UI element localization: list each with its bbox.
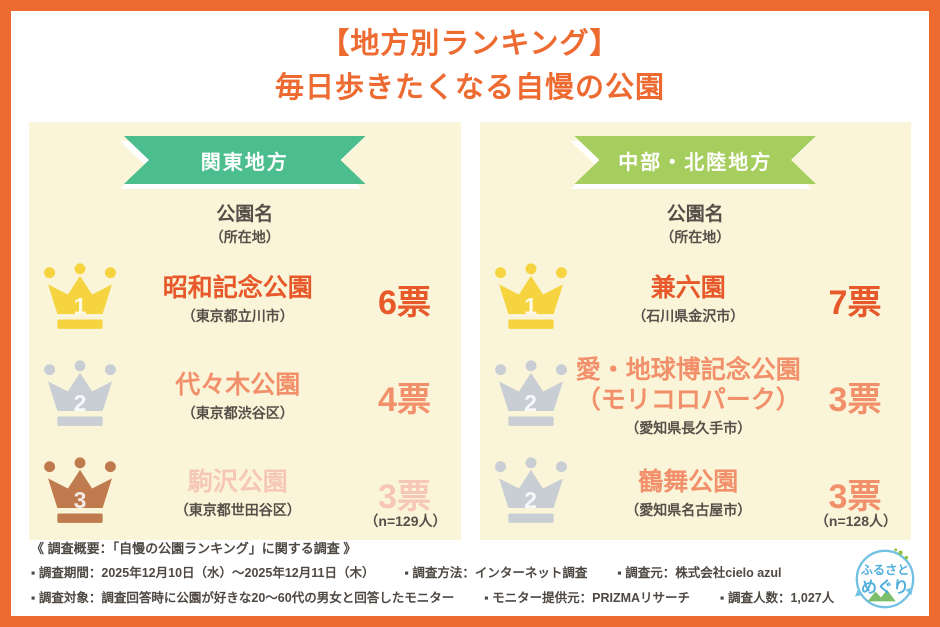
column-header-location: （所在地） xyxy=(660,229,731,245)
survey-line-2: ▪ 調査対象：調査回答時に公園が好きな20〜60代の男女と回答したモニター ▪ … xyxy=(31,587,834,606)
crown-gold-icon: 1 xyxy=(41,262,119,337)
park-name: 代々木公園 xyxy=(119,370,357,400)
park-location: （東京都立川市） xyxy=(181,308,294,324)
ranking-rows: 1 兼六園 （石川県金沢市） 7票 xyxy=(480,251,912,542)
region-ribbon-label: 関東地方 xyxy=(124,136,366,184)
park-name-block: 愛・地球博記念公園 （モリコロパーク） （愛知県長久手市） xyxy=(570,355,808,438)
region-ribbon: 中部・北陸地方 xyxy=(574,136,816,184)
rank-number: 2 xyxy=(73,389,87,416)
park-name-block: 代々木公園 （東京都渋谷区） xyxy=(119,370,357,423)
sample-size: （n=129人） xyxy=(364,513,447,529)
ranking-row: 2 愛・地球博記念公園 （モリコロパーク） （愛知県長久手市） 3票 xyxy=(480,348,912,445)
park-name: 昭和記念公園 xyxy=(119,273,357,303)
crown-silver-icon: 2 xyxy=(492,359,570,434)
page-title-line1: 【地方別ランキング】 xyxy=(320,28,620,60)
crown-gold-icon: 1 xyxy=(492,262,570,337)
page-title-line2: 毎日歩きたくなる自慢の公園 xyxy=(274,71,665,104)
page-title: 【地方別ランキング】 毎日歩きたくなる自慢の公園 xyxy=(11,23,929,110)
column-header-park: 公園名 xyxy=(216,204,274,225)
brand-logo: ふるさと めぐり xyxy=(851,545,919,613)
ranking-row: 3 駒沢公園 （東京都世田谷区） 3票 xyxy=(29,445,461,542)
park-name-line1: 兼六園 xyxy=(650,274,726,302)
park-name-line1: 鶴舞公園 xyxy=(638,468,739,496)
park-location: （東京都渋谷区） xyxy=(181,405,294,421)
park-name-line1: 愛・地球博記念公園 xyxy=(575,356,801,384)
park-name-line1: 駒沢公園 xyxy=(187,468,288,496)
vote-count: 7票 xyxy=(828,284,882,322)
crown-silver-icon: 2 xyxy=(492,456,570,531)
panel-kanto: 関東地方 公園名 （所在地） 1 xyxy=(29,122,461,540)
column-header-park: 公園名 xyxy=(666,204,724,225)
park-name-block: 鶴舞公園 （愛知県名古屋市） xyxy=(570,467,808,520)
survey-footer: 《 調査概要：「自慢の公園ランキング」に関する調査 》 ▪ 調査期間：2025年… xyxy=(31,538,834,612)
park-name: 愛・地球博記念公園 （モリコロパーク） xyxy=(570,355,808,415)
park-name: 兼六園 xyxy=(570,273,808,303)
park-name-block: 兼六園 （石川県金沢市） xyxy=(570,273,808,326)
column-header-location: （所在地） xyxy=(209,229,280,245)
survey-item-period: ▪ 調査期間：2025年12月10日（水）〜2025年12月11日（木） xyxy=(31,566,375,580)
rank-number: 2 xyxy=(524,389,537,416)
vote-count: 4票 xyxy=(378,381,431,419)
survey-item-count: ▪ 調査人数：1,027人 xyxy=(720,591,835,605)
ranking-rows: 1 昭和記念公園 （東京都立川市） 6票 xyxy=(29,251,461,542)
rank-number: 3 xyxy=(73,486,87,513)
ranking-row: 1 昭和記念公園 （東京都立川市） 6票 xyxy=(29,251,461,348)
survey-item-method: ▪ 調査方法：インターネット調査 xyxy=(404,566,588,580)
region-ribbon: 関東地方 xyxy=(124,136,366,184)
crown-bronze-icon: 3 xyxy=(41,456,119,531)
brand-logo-text-line2: めぐり xyxy=(861,579,909,597)
rank-number: 1 xyxy=(73,292,87,319)
vote-count: 6票 xyxy=(378,284,431,322)
vote-count: 3票 xyxy=(378,478,431,516)
rank-number: 1 xyxy=(524,292,537,319)
park-name-block: 駒沢公園 （東京都世田谷区） xyxy=(119,467,357,520)
rank-number: 2 xyxy=(524,486,537,513)
ranking-panels: 関東地方 公園名 （所在地） 1 xyxy=(11,122,929,540)
column-header: 公園名 （所在地） xyxy=(480,199,912,247)
ranking-row: 2 代々木公園 （東京都渋谷区） 4票 xyxy=(29,348,461,445)
survey-item-target: ▪ 調査対象：調査回答時に公園が好きな20〜60代の男女と回答したモニター xyxy=(31,591,455,605)
ranking-row: 2 鶴舞公園 （愛知県名古屋市） 3票 xyxy=(480,445,912,542)
ranking-row: 1 兼六園 （石川県金沢市） 7票 xyxy=(480,251,912,348)
park-name: 駒沢公園 xyxy=(119,467,357,497)
vote-count: 3票 xyxy=(828,478,882,516)
survey-item-monitor: ▪ モニター提供元：PRIZMAリサーチ xyxy=(484,591,691,605)
survey-line-1: ▪ 調査期間：2025年12月10日（水）〜2025年12月11日（木） ▪ 調… xyxy=(31,562,819,581)
park-location: （東京都世田谷区） xyxy=(174,502,301,518)
vote-count: 3票 xyxy=(828,381,882,419)
column-header: 公園名 （所在地） xyxy=(29,199,461,247)
park-name-line2: （モリコロパーク） xyxy=(575,386,801,414)
park-location: （愛知県長久手市） xyxy=(625,420,752,436)
survey-heading: 《 調査概要：「自慢の公園ランキング」に関する調査 》 xyxy=(31,541,357,556)
park-name: 鶴舞公園 xyxy=(570,467,808,497)
sample-size: （n=128人） xyxy=(814,513,897,529)
survey-item-source: ▪ 調査元：株式会社cielo azul xyxy=(617,566,782,580)
park-location: （愛知県名古屋市） xyxy=(625,502,752,518)
park-name-line1: 昭和記念公園 xyxy=(162,274,313,302)
panel-chubu-hokuriku: 中部・北陸地方 公園名 （所在地） 1 xyxy=(479,122,912,542)
region-ribbon-label: 中部・北陸地方 xyxy=(574,136,816,184)
park-name-line1: 代々木公園 xyxy=(175,371,301,399)
park-location: （石川県金沢市） xyxy=(632,308,745,324)
park-name-block: 昭和記念公園 （東京都立川市） xyxy=(119,273,357,326)
brand-logo-text-line1: ふるさと xyxy=(861,563,910,577)
crown-silver-icon: 2 xyxy=(41,359,119,434)
